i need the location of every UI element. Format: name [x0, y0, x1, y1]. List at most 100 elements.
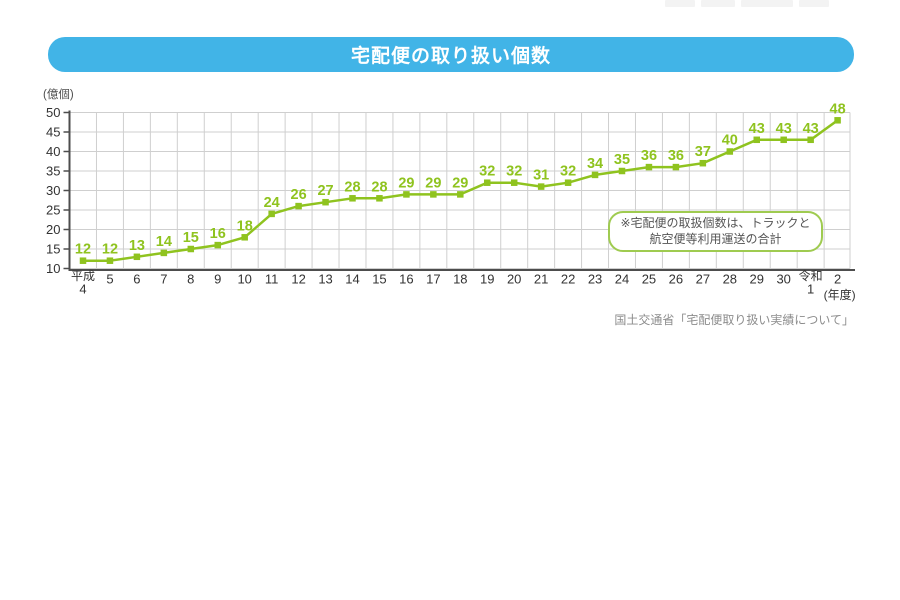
y-tick-label: 30	[46, 183, 60, 198]
x-tick-label: 12	[291, 272, 305, 287]
data-point-marker	[564, 179, 572, 186]
data-point-marker	[430, 191, 437, 198]
data-point-marker	[753, 136, 760, 144]
data-label: 12	[102, 242, 118, 258]
data-label: 29	[452, 175, 468, 191]
data-point-marker	[376, 195, 383, 202]
data-label: 29	[398, 175, 414, 191]
data-point-marker	[133, 253, 141, 261]
x-axis-unit-label: (年度)	[824, 287, 856, 302]
data-point-marker	[537, 183, 545, 190]
x-tick-label-era: 令和	[799, 268, 823, 283]
data-label: 48	[830, 101, 846, 117]
y-tick-label: 25	[46, 203, 60, 218]
x-tick-label-year: 4	[79, 282, 86, 297]
data-label: 32	[506, 164, 522, 180]
x-tick-label: 28	[723, 272, 737, 287]
x-tick-label: 17	[426, 272, 440, 287]
data-point-marker	[106, 257, 114, 264]
data-label: 43	[803, 121, 819, 137]
x-tick-label: 27	[696, 272, 710, 287]
y-axis-unit-label: (億個)	[43, 89, 74, 101]
data-label: 35	[614, 152, 630, 168]
x-tick-label: 8	[187, 272, 194, 287]
y-tick-label: 50	[46, 105, 60, 120]
data-point-marker	[295, 202, 302, 210]
data-label: 14	[156, 234, 172, 250]
x-tick-label: 7	[160, 272, 167, 287]
data-label: 15	[183, 230, 199, 246]
x-tick-label: 2	[834, 272, 841, 287]
data-point-marker	[160, 249, 168, 257]
x-tick-label: 10	[237, 272, 251, 287]
data-label: 43	[749, 121, 765, 137]
data-point-marker	[457, 191, 464, 198]
source-credit: 国土交通省「宅配便取り扱い実績について」	[614, 313, 854, 327]
data-label: 18	[237, 218, 253, 234]
data-point-marker	[645, 163, 653, 171]
x-tick-label: 6	[133, 272, 140, 287]
cropped-text-artifact	[665, 0, 837, 7]
y-tick-label: 10	[46, 261, 60, 276]
x-tick-label: 30	[776, 272, 790, 287]
gridlines	[69, 112, 851, 269]
data-point-marker	[349, 195, 356, 202]
x-tick-label: 14	[345, 272, 359, 287]
data-point-marker	[510, 179, 518, 186]
x-tick-label: 20	[507, 272, 521, 287]
x-tick-label: 23	[588, 272, 602, 287]
data-label: 43	[776, 121, 792, 137]
x-tick-label: 22	[561, 272, 575, 287]
annotation-line-2: 航空便等利用運送の合計	[649, 231, 782, 246]
series-markers	[79, 117, 841, 264]
data-label: 32	[479, 164, 495, 180]
data-label: 16	[210, 226, 226, 242]
data-label: 27	[317, 183, 333, 199]
x-tick-label: 21	[534, 272, 548, 287]
data-point-marker	[79, 257, 87, 264]
data-label: 31	[533, 168, 549, 184]
annotation-line-1: ※宅配便の取扱個数は、トラックと	[620, 216, 811, 230]
data-label: 34	[587, 156, 603, 172]
y-tick-label: 20	[46, 222, 60, 237]
data-point-marker	[484, 179, 491, 186]
chart-title: 宅配便の取り扱い個数	[350, 46, 551, 67]
x-tick-label: 15	[372, 272, 386, 287]
data-label: 12	[75, 242, 91, 258]
y-tick-label: 45	[46, 125, 60, 140]
data-point-marker	[807, 136, 814, 144]
y-tick-label: 35	[46, 164, 60, 179]
x-tick-label-year: 1	[807, 282, 814, 297]
data-labels: 12 12 13 14 15 16 18 24 26 27 28 28 29 29 29 32 32 31 32 34…	[75, 101, 846, 257]
x-tick-label: 18	[453, 272, 467, 287]
x-tick-label: 11	[265, 272, 279, 287]
data-label: 37	[695, 144, 711, 160]
y-tick-label: 40	[46, 144, 60, 159]
x-tick-label: 29	[750, 272, 764, 287]
data-point-marker	[699, 159, 707, 167]
data-label: 36	[668, 148, 684, 164]
data-label: 28	[344, 179, 360, 195]
x-tick-label: 19	[480, 272, 494, 287]
y-axis-ticks: 10 15 20 25 30 35 40 45 50	[46, 105, 70, 276]
x-tick-label: 26	[669, 272, 683, 287]
data-point-marker	[672, 163, 680, 171]
title-banner: 宅配便の取り扱い個数	[48, 37, 854, 72]
data-point-marker	[726, 148, 734, 155]
data-point-marker	[322, 198, 329, 206]
data-label: 13	[129, 238, 145, 254]
artifact-fragment	[665, 0, 695, 7]
chart-annotation-box: ※宅配便の取扱個数は、トラックと 航空便等利用運送の合計	[608, 211, 823, 252]
data-point-marker	[403, 191, 410, 198]
data-point-marker	[214, 241, 221, 249]
data-point-marker	[241, 234, 248, 241]
x-tick-label: 5	[106, 272, 113, 287]
data-label: 40	[722, 133, 738, 149]
artifact-fragment	[799, 0, 829, 7]
artifact-fragment	[701, 0, 735, 7]
data-label: 24	[264, 195, 280, 211]
x-tick-label-era: 平成	[71, 269, 95, 283]
data-label: 28	[371, 179, 387, 195]
artifact-fragment	[741, 0, 793, 7]
